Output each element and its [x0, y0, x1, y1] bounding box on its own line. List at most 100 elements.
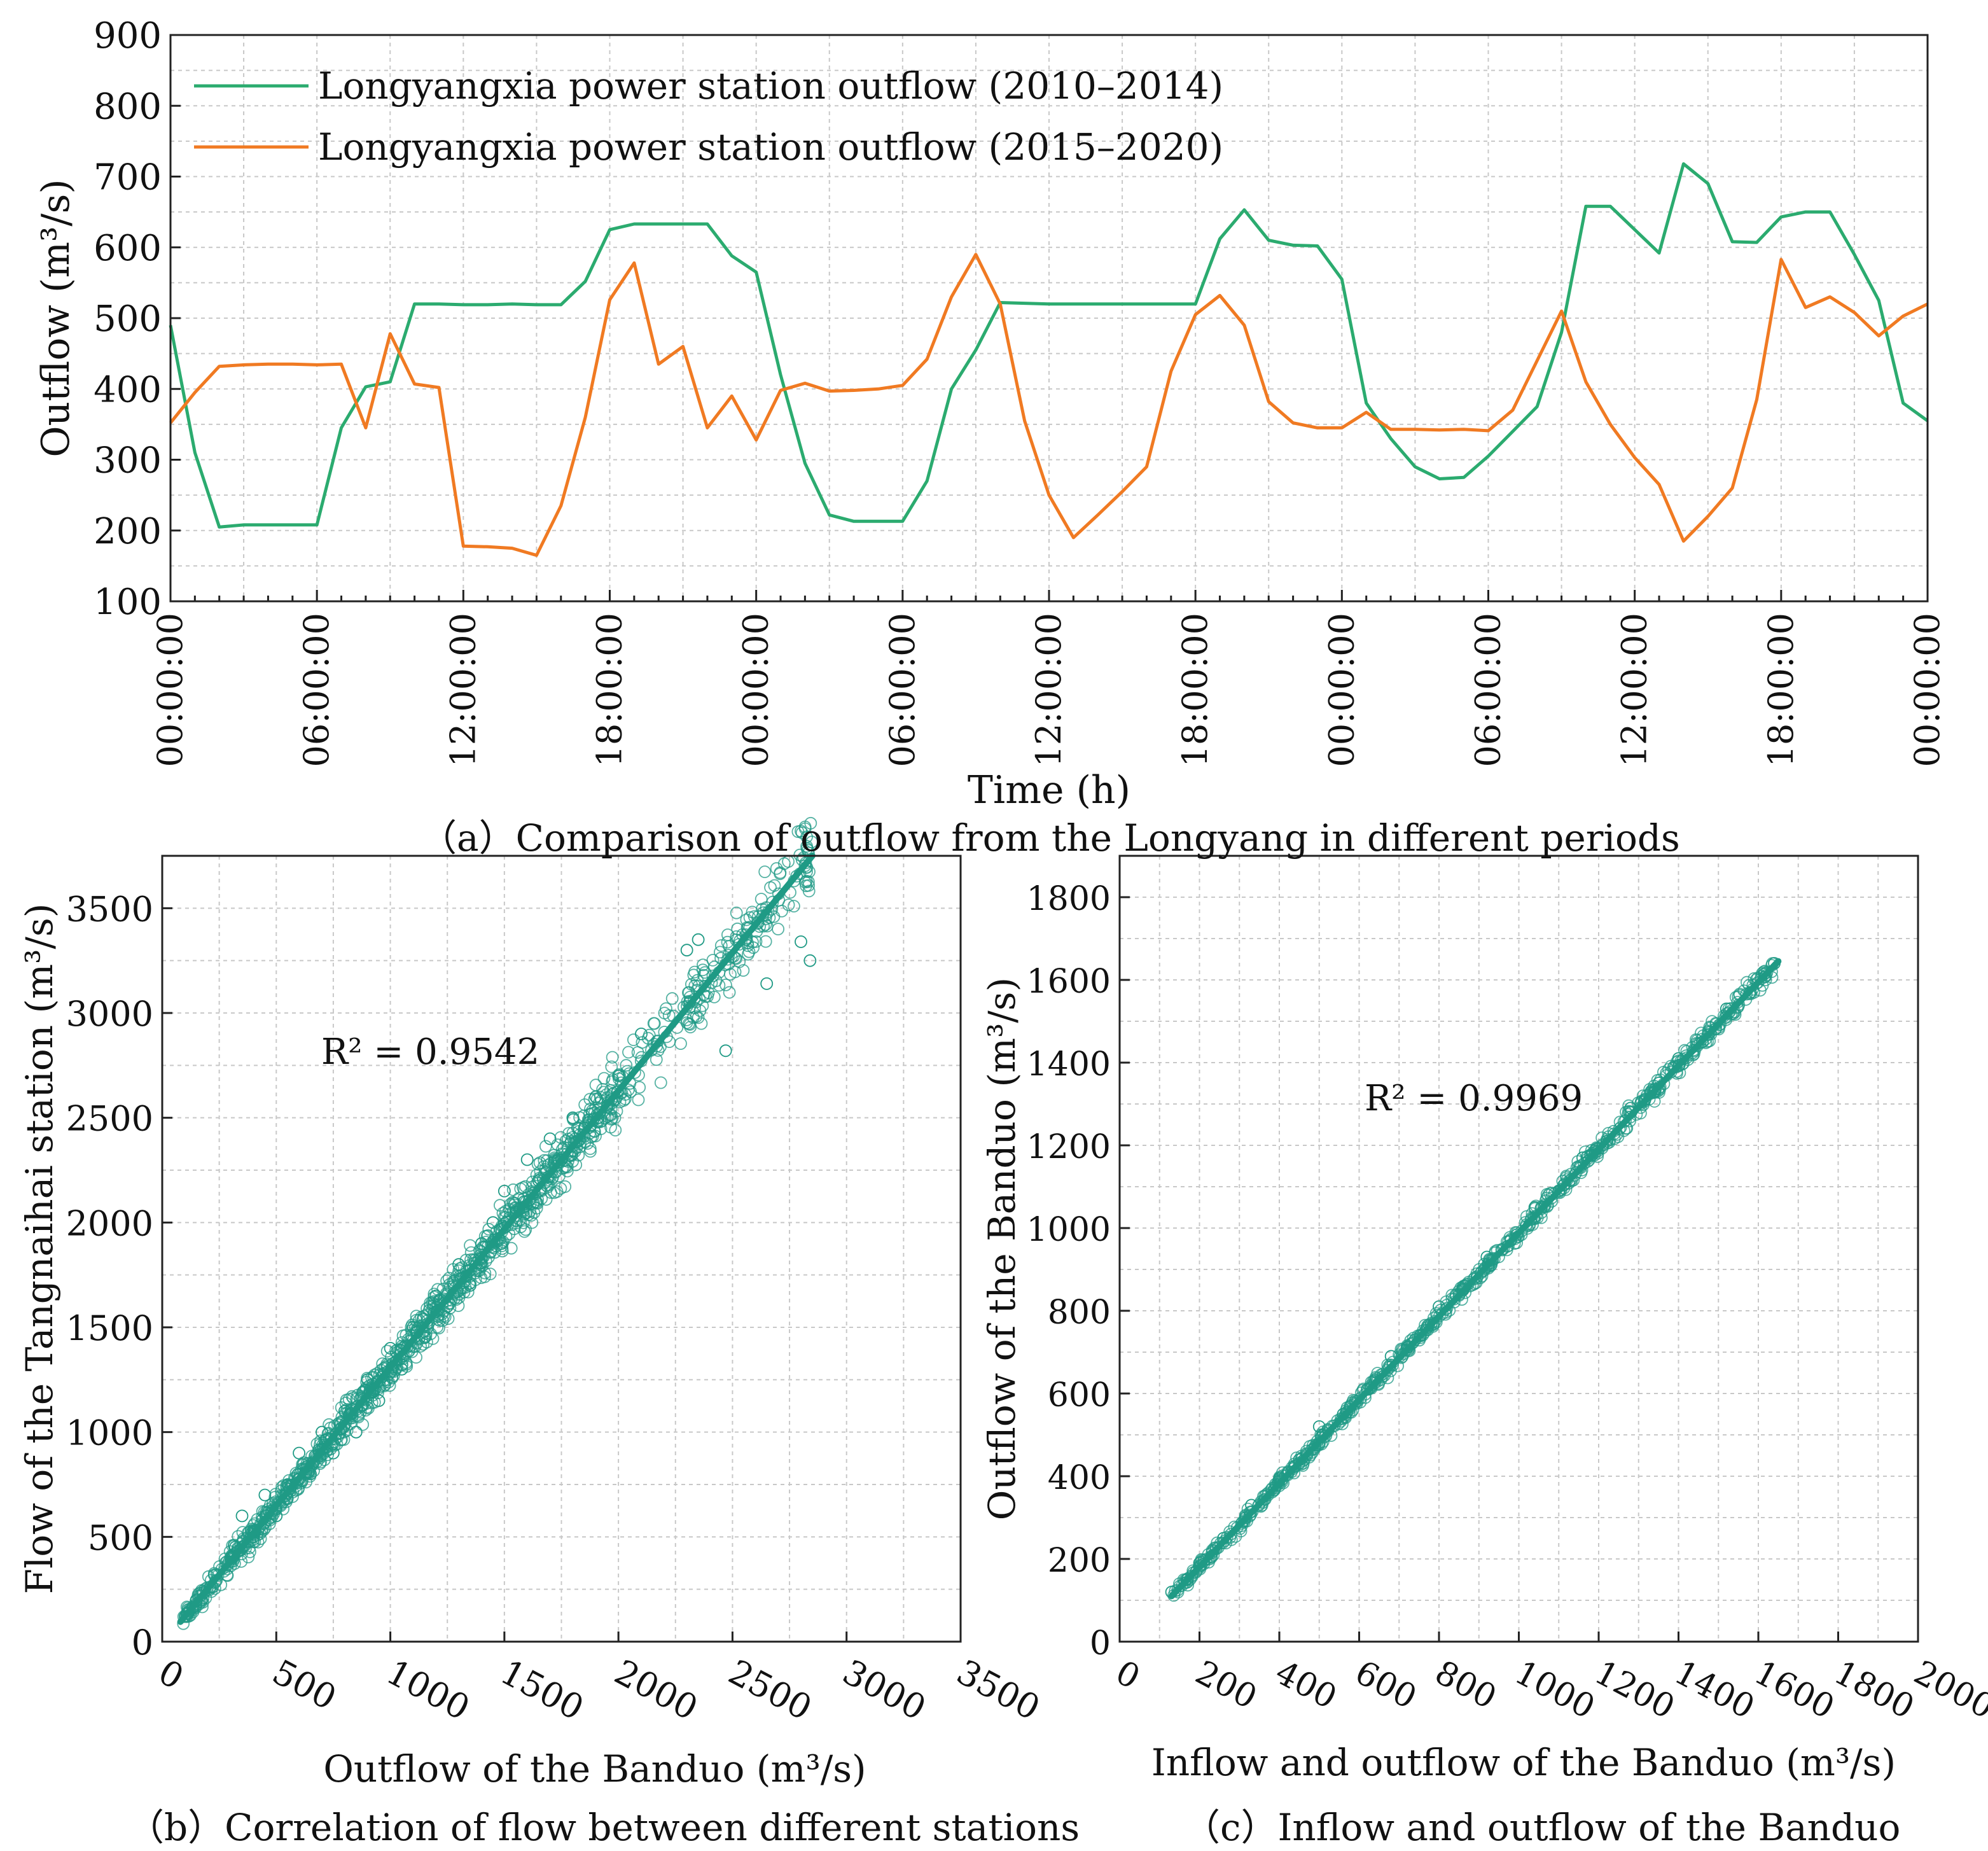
chart-c-scatter-point: [1538, 1200, 1551, 1213]
chart-b-scatter-point: [559, 1180, 572, 1193]
chart-a-y-tick-label: 700: [94, 157, 162, 199]
chart-b-scatter-point: [645, 1044, 658, 1057]
chart-b-scatter-point: [585, 1131, 597, 1143]
chart-c-scatter-point: [1195, 1559, 1208, 1572]
chart-c-x-tick-label: 800: [1429, 1654, 1503, 1717]
chart-b-scatter-point: [525, 1216, 539, 1229]
chart-b-scatter-point: [235, 1509, 249, 1523]
chart-c-x-tick-label: 1200: [1588, 1654, 1681, 1727]
chart-a-ticks: 100 200 300 400 500 600 700 800 900 00:00:00 06:00…: [94, 15, 1947, 767]
chart-c-r-squared-annotation: R² = 0.9969: [1365, 1078, 1583, 1119]
chart-b-scatter-point: [712, 979, 726, 992]
chart-c-y-tick-label: 1000: [1027, 1211, 1111, 1249]
chart-b-scatter-point: [606, 1051, 619, 1064]
chart-b-scatter-point: [619, 1088, 632, 1101]
chart-b-scatter-point: [684, 1021, 697, 1033]
chart-b-scatter-point: [803, 865, 816, 878]
chart-c-y-tick-label: 400: [1048, 1459, 1111, 1497]
chart-c-x-tick-label: 1800: [1828, 1654, 1920, 1727]
chart-b-scatter-point: [520, 1153, 534, 1166]
chart-b-scatter-point: [452, 1291, 466, 1304]
chart-b-x-tick-label: 1500: [494, 1652, 590, 1728]
chart-b-scatter-point: [569, 1158, 583, 1171]
chart-c-scatter-point: [1386, 1359, 1400, 1372]
chart-b-scatter-point: [535, 1192, 548, 1205]
chart-a-x-tick-label: 12:00:00: [1615, 613, 1655, 767]
chart-b-scatter-point: [539, 1193, 553, 1206]
chart-c-x-tick-label: 1000: [1508, 1654, 1601, 1727]
chart-b-scatter-point: [603, 1108, 616, 1122]
chart-b-scatter-point: [692, 933, 705, 946]
chart-b-scatter-point: [417, 1338, 430, 1351]
chart-b-scatter-point: [555, 1153, 568, 1166]
chart-a-grid: [170, 34, 1928, 602]
chart-b-y-axis-label: Flow of the Tangnaihai station (m³/s): [18, 904, 61, 1595]
chart-b-y-tick-label: 3500: [66, 889, 153, 929]
chart-a-series-line-1: [169, 162, 1929, 529]
chart-b-scatter-point: [327, 1446, 340, 1460]
chart-b-scatter-point: [800, 874, 813, 888]
chart-b-scatter-point: [620, 1059, 633, 1072]
chart-b-scatter-point: [674, 1037, 687, 1050]
chart-b-scatter-point: [764, 881, 777, 894]
chart-b-y-tick-label: 1000: [66, 1413, 153, 1453]
chart-b-scatter-point: [395, 1362, 408, 1376]
chart-b-scatter-point: [258, 1488, 272, 1502]
chart-b-r-squared-annotation: R² = 0.9542: [321, 1031, 539, 1073]
chart-b-scatter-point: [680, 1016, 693, 1030]
caption-c: （c）Inflow and outflow of the Banduo: [1183, 1806, 1901, 1849]
chart-b-scatter-point: [396, 1329, 410, 1343]
chart-b-scatter-point: [418, 1331, 431, 1345]
chart-b-scatter-point: [429, 1289, 443, 1303]
chart-b-scatter-point: [518, 1225, 531, 1238]
chart-c-scatter-point: [1648, 1085, 1661, 1098]
chart-b-scatter-point: [597, 1072, 611, 1085]
chart-c-x-tick-label: 1400: [1668, 1654, 1760, 1727]
chart-b-scatter-point: [740, 913, 753, 926]
chart-c-scatter-point: [1586, 1148, 1599, 1161]
chart-b-x-tick-label: 500: [266, 1652, 343, 1718]
chart-c-scatter-point: [1178, 1576, 1192, 1589]
chart-c-x-tick-label: 400: [1269, 1654, 1343, 1717]
chart-a-x-tick-label: 12:00:00: [1029, 613, 1069, 767]
chart-b-scatter-point: [566, 1111, 580, 1124]
chart-a-x-tick-label: 00:00:00: [1321, 613, 1361, 767]
chart-a-series-line-2: [169, 253, 1929, 557]
chart-a-y-tick-label: 900: [94, 15, 162, 57]
chart-c-y-tick-label: 600: [1048, 1376, 1111, 1414]
chart-b-scatter-point: [316, 1425, 328, 1439]
chart-c-scatter-point: [1376, 1367, 1389, 1381]
chart-b-scatter-point: [372, 1394, 386, 1407]
chart-a-y-tick-label: 100: [94, 582, 162, 623]
chart-b-scatter-point: [662, 1009, 676, 1022]
chart-c-fit-line: [1168, 958, 1782, 1600]
chart-b-scatter-point: [387, 1369, 400, 1382]
chart-b-plot-frame: [161, 855, 962, 1643]
chart-b-scatter-point: [654, 1076, 667, 1089]
chart-c-scatter-point: [1552, 1184, 1566, 1198]
chart-b-scatter-point: [612, 1069, 625, 1082]
chart-a-legend-label-2: Longyangxia power station outflow (2015–…: [318, 125, 1223, 169]
chart-c-scatter-point: [1312, 1436, 1326, 1449]
chart-c-scatter-point: [1569, 1166, 1583, 1179]
chart-b-scatter-point: [758, 865, 772, 878]
chart-c-y-tick-label: 1200: [1027, 1128, 1111, 1166]
chart-b-scatter-point: [618, 1093, 632, 1105]
chart-a-x-tick-label: 18:00:00: [590, 613, 630, 767]
chart-c-x-tick-label: 0: [1109, 1654, 1146, 1698]
chart-b-scatter-point: [572, 1149, 585, 1162]
chart-b-scatter-point: [795, 935, 807, 948]
chart-a-x-tick-label: 18:00:00: [1761, 613, 1801, 767]
chart-b-scatter-point: [759, 918, 772, 931]
chart-b-scatter-point: [414, 1339, 427, 1353]
chart-c-scatter-point: [1417, 1326, 1431, 1339]
chart-b-scatter-point: [548, 1186, 560, 1199]
chart-a-x-tick-label: 06:00:00: [296, 613, 337, 767]
chart-b-y-tick-label: 2000: [66, 1203, 153, 1243]
chart-b-scatter-point: [436, 1314, 449, 1327]
chart-b-scatter-point: [803, 954, 817, 967]
chart-b-scatter-point: [730, 906, 743, 919]
